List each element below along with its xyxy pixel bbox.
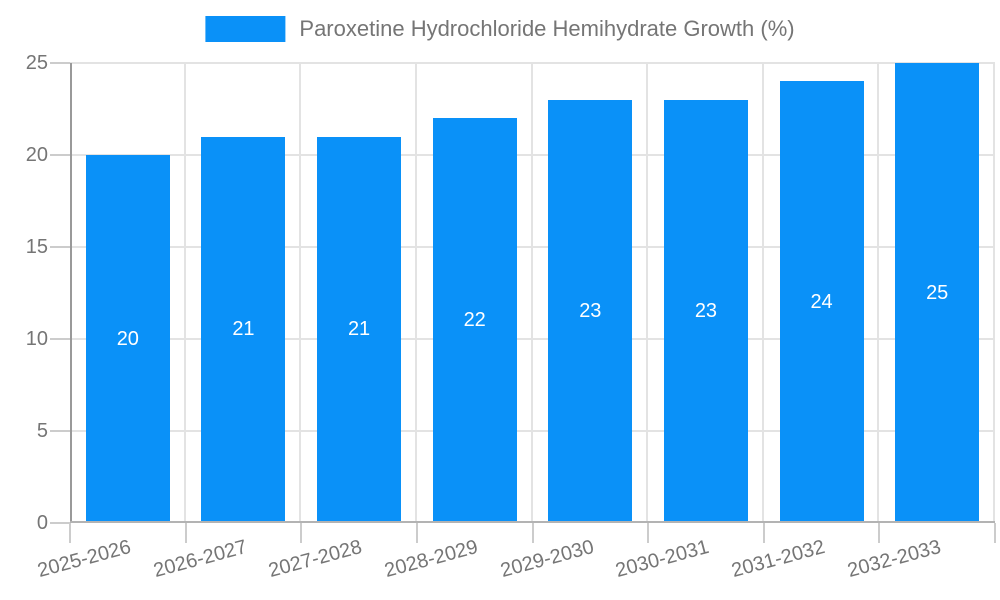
x-tick-label: 2030-2031 (613, 536, 712, 583)
y-tick-mark (50, 522, 70, 524)
v-gridline (530, 63, 533, 523)
x-tick-mark (415, 523, 418, 543)
y-tick-label: 25 (25, 52, 48, 74)
bar[interactable]: 23 (663, 99, 748, 523)
v-gridline (877, 63, 880, 523)
y-tick-label: 15 (25, 236, 48, 258)
bar[interactable]: 24 (779, 81, 864, 523)
y-tick-label: 0 (36, 512, 48, 534)
h-gridline (70, 430, 995, 432)
bar-value-label: 24 (810, 290, 833, 313)
bar[interactable]: 25 (895, 63, 980, 523)
v-gridline (299, 63, 302, 523)
bar[interactable]: 21 (317, 136, 402, 523)
x-tick-mark (300, 523, 303, 543)
y-tick-mark (50, 338, 70, 340)
h-gridline (70, 62, 995, 64)
y-tick-mark (50, 62, 70, 64)
bar-value-label: 21 (232, 318, 255, 341)
y-tick-mark (50, 430, 70, 432)
legend-label: Paroxetine Hydrochloride Hemihydrate Gro… (299, 16, 795, 41)
y-tick-mark (50, 246, 70, 248)
y-tick-mark (50, 154, 70, 156)
x-tick-label: 2026-2027 (151, 536, 250, 583)
h-gridline (70, 154, 995, 156)
x-tick-mark (69, 523, 71, 543)
bar-value-label: 23 (579, 299, 602, 322)
h-gridline (70, 246, 995, 248)
legend-swatch-icon (205, 16, 286, 42)
x-tick-mark (994, 523, 996, 543)
y-tick-label: 5 (36, 420, 48, 442)
x-tick-mark (184, 523, 187, 543)
bar-value-label: 23 (694, 299, 718, 322)
y-tick-label: 10 (25, 328, 48, 350)
x-tick-label: 2031-2032 (729, 536, 828, 583)
x-tick-mark (647, 523, 650, 543)
y-axis-line (70, 63, 72, 523)
bar-value-label: 21 (347, 318, 371, 341)
plot-area: 20 21 21 22 23 23 24 25 (70, 62, 995, 523)
v-gridline (414, 63, 417, 523)
x-axis-line (70, 521, 995, 523)
bar-value-label: 22 (463, 309, 486, 332)
x-tick-label: 2028-2029 (382, 536, 481, 583)
v-gridline (761, 63, 764, 523)
bar-value-label: 25 (926, 281, 949, 304)
x-tick-label: 2025-2026 (35, 536, 134, 583)
v-gridline (993, 63, 995, 523)
h-gridline (70, 338, 995, 340)
bar[interactable]: 23 (548, 99, 633, 523)
bar[interactable]: 22 (432, 118, 517, 523)
v-gridline (646, 63, 649, 523)
bar[interactable]: 20 (85, 155, 170, 523)
x-tick-label: 2032-2033 (844, 536, 943, 583)
x-tick-mark (531, 523, 534, 543)
v-gridline (183, 63, 186, 523)
chart-legend[interactable]: Paroxetine Hydrochloride Hemihydrate Gro… (205, 16, 795, 42)
x-tick-mark (762, 523, 765, 543)
y-tick-label: 20 (25, 144, 48, 166)
bar[interactable]: 21 (201, 136, 286, 523)
x-tick-mark (878, 523, 881, 543)
bar-value-label: 20 (116, 327, 139, 350)
x-tick-label: 2029-2030 (497, 536, 597, 583)
x-tick-label: 2027-2028 (266, 536, 365, 583)
